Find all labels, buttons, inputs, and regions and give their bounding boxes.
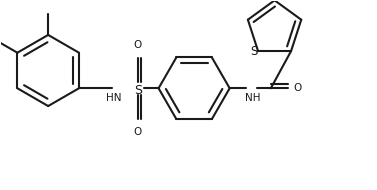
Text: O: O <box>134 127 142 137</box>
Text: S: S <box>134 84 142 97</box>
Text: O: O <box>134 40 142 50</box>
Text: O: O <box>293 83 301 93</box>
Text: HN: HN <box>106 93 121 103</box>
Text: NH: NH <box>245 93 261 103</box>
Text: S: S <box>251 45 258 58</box>
